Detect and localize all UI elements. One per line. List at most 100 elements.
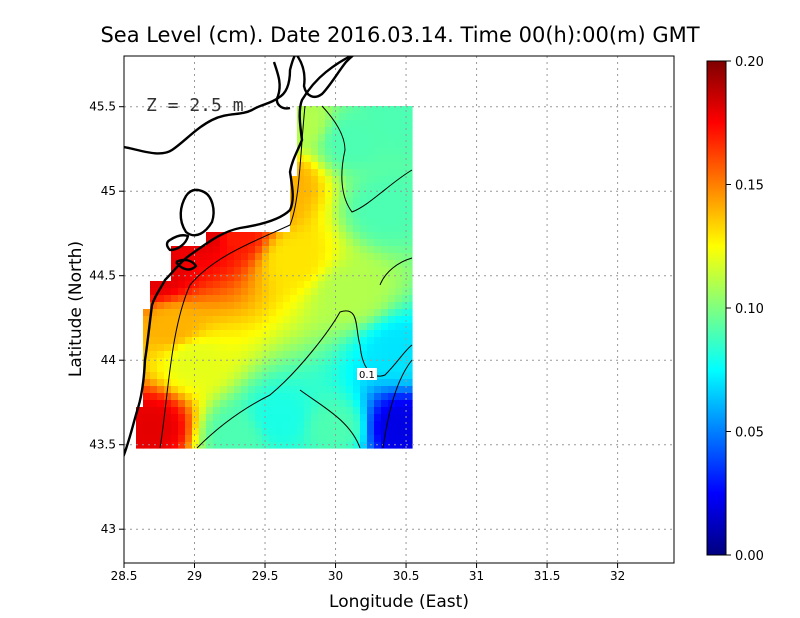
field-cell — [311, 155, 319, 163]
field-cell — [402, 442, 410, 449]
field-cell — [318, 197, 326, 205]
field-cell — [402, 400, 410, 408]
field-cell — [353, 260, 361, 268]
field-cell — [325, 204, 333, 212]
field-cell — [402, 358, 410, 366]
field-cell — [304, 204, 312, 212]
field-cell — [381, 155, 389, 163]
field-cell — [339, 141, 347, 149]
field-cell — [290, 260, 298, 268]
x-tick-label: 32 — [610, 569, 625, 583]
field-cell — [304, 400, 312, 408]
field-cell — [227, 274, 235, 282]
field-cell — [339, 372, 347, 380]
field-cell — [227, 358, 235, 366]
field-cell — [192, 435, 200, 443]
field-cell — [213, 309, 221, 317]
field-cell — [220, 407, 228, 415]
field-cell — [234, 358, 242, 366]
field-cell — [353, 358, 361, 366]
field-cell — [374, 428, 382, 436]
field-cell — [262, 267, 270, 275]
field-cell — [220, 372, 228, 380]
field-cell — [409, 295, 413, 303]
field-cell — [227, 330, 235, 338]
contour-line-east-mid — [379, 257, 413, 286]
field-cell — [220, 358, 228, 366]
field-cell — [304, 134, 312, 142]
field-cell — [318, 190, 326, 198]
field-cell — [227, 351, 235, 359]
field-cell — [290, 316, 298, 324]
field-cell — [339, 120, 347, 128]
field-cell — [402, 211, 410, 219]
field-cell — [185, 414, 193, 422]
field-cell — [297, 393, 305, 401]
field-cell — [360, 281, 368, 289]
field-cell — [241, 344, 249, 352]
field-cell — [283, 344, 291, 352]
field-cell — [325, 148, 333, 156]
field-cell — [367, 169, 375, 177]
field-cell — [143, 428, 151, 436]
field-cell — [402, 232, 410, 240]
field-cell — [367, 134, 375, 142]
field-cell — [381, 225, 389, 233]
field-cell — [185, 379, 193, 387]
field-cell — [248, 414, 256, 422]
field-cell — [318, 106, 326, 114]
field-cell — [297, 365, 305, 373]
field-cell — [360, 232, 368, 240]
field-cell — [395, 386, 403, 394]
field-cell — [178, 435, 186, 443]
field-cell — [367, 428, 375, 436]
field-cell — [311, 407, 319, 415]
field-cell — [339, 190, 347, 198]
field-cell — [248, 442, 256, 449]
field-cell — [290, 211, 298, 219]
field-cell — [220, 323, 228, 331]
field-cell — [395, 400, 403, 408]
field-cell — [269, 239, 277, 247]
field-cell — [276, 435, 284, 443]
field-cell — [367, 113, 375, 121]
contour-line-inner — [159, 105, 306, 449]
field-cell — [164, 288, 172, 296]
field-cell — [164, 442, 172, 449]
field-cell — [192, 442, 200, 449]
field-cell — [367, 393, 375, 401]
field-cell — [241, 365, 249, 373]
field-cell — [346, 358, 354, 366]
field-cell — [192, 323, 200, 331]
field-cell — [276, 330, 284, 338]
field-cell — [290, 344, 298, 352]
field-cell — [192, 344, 200, 352]
field-cell — [227, 428, 235, 436]
field-cell — [374, 162, 382, 170]
field-cell — [192, 365, 200, 373]
field-cell — [185, 330, 193, 338]
field-cell — [234, 372, 242, 380]
coastline-segment — [175, 258, 198, 271]
field-cell — [346, 428, 354, 436]
field-cell — [276, 267, 284, 275]
field-cell — [339, 106, 347, 114]
field-cell — [262, 253, 270, 261]
field-cell — [318, 183, 326, 191]
field-cell — [241, 337, 249, 345]
field-cell — [409, 169, 413, 177]
field-cell — [381, 365, 389, 373]
field-cell — [311, 162, 319, 170]
field-cell — [325, 176, 333, 184]
field-cell — [276, 316, 284, 324]
field-cell — [178, 442, 186, 449]
field-cell — [192, 267, 200, 275]
field-cell — [241, 246, 249, 254]
field-cell — [206, 358, 214, 366]
field-cell — [409, 435, 413, 443]
field-cell — [395, 323, 403, 331]
field-cell — [381, 421, 389, 429]
field-cell — [185, 288, 193, 296]
field-cell — [255, 400, 263, 408]
field-cell — [318, 169, 326, 177]
